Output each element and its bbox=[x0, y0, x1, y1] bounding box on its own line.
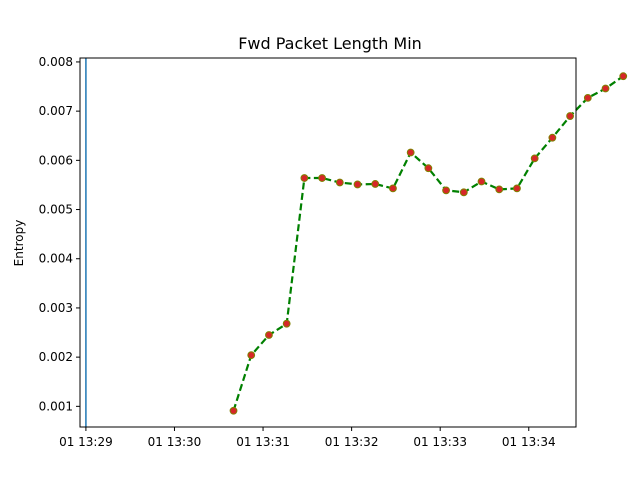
y-tick-label: 0.008 bbox=[39, 55, 73, 69]
y-axis-label: Entropy bbox=[12, 220, 26, 267]
data-point bbox=[300, 174, 309, 182]
data-point bbox=[371, 180, 380, 188]
data-point bbox=[442, 186, 450, 195]
data-point bbox=[566, 112, 574, 120]
x-tick-label: 01 13:30 bbox=[148, 435, 202, 449]
y-tick-label: 0.001 bbox=[39, 399, 73, 413]
data-point bbox=[530, 154, 539, 163]
data-point bbox=[282, 319, 291, 328]
data-point bbox=[318, 174, 326, 182]
data-point bbox=[601, 84, 610, 93]
x-tick-label: 01 13:29 bbox=[59, 435, 113, 449]
data-point bbox=[335, 178, 344, 187]
y-tick-label: 0.002 bbox=[39, 350, 73, 364]
x-axis: 01 13:29 01 13:30 01 13:31 01 13:32 01 13:33… bbox=[59, 427, 556, 449]
data-point bbox=[583, 93, 592, 102]
x-tick-label: 01 13:32 bbox=[325, 435, 379, 449]
x-tick-label: 01 13:34 bbox=[502, 435, 556, 449]
data-point bbox=[229, 406, 238, 415]
chart-title: Fwd Packet Length Min bbox=[238, 34, 422, 53]
data-point bbox=[548, 133, 557, 142]
y-tick-label: 0.003 bbox=[39, 301, 73, 315]
data-point bbox=[265, 331, 273, 339]
data-point bbox=[353, 180, 362, 189]
data-point bbox=[459, 188, 468, 197]
data-point bbox=[513, 184, 521, 193]
data-point bbox=[247, 351, 256, 360]
x-tick-label: 01 13:31 bbox=[236, 435, 290, 449]
x-tick-label: 01 13:33 bbox=[413, 435, 467, 449]
plot-area bbox=[85, 58, 628, 427]
series-line bbox=[232, 75, 624, 412]
data-point bbox=[389, 184, 397, 193]
y-axis: 0.001 0.002 0.003 0.004 0.005 0.006 0.007 0.008 bbox=[39, 55, 80, 413]
data-point bbox=[424, 164, 433, 173]
y-tick-label: 0.006 bbox=[39, 153, 73, 167]
data-point bbox=[406, 148, 415, 157]
data-point bbox=[619, 72, 628, 81]
axes-frame bbox=[79, 57, 577, 428]
y-tick-label: 0.007 bbox=[39, 104, 73, 118]
data-point bbox=[495, 185, 504, 194]
data-point bbox=[477, 177, 486, 186]
y-tick-label: 0.004 bbox=[39, 252, 73, 266]
y-tick-label: 0.005 bbox=[39, 203, 73, 217]
